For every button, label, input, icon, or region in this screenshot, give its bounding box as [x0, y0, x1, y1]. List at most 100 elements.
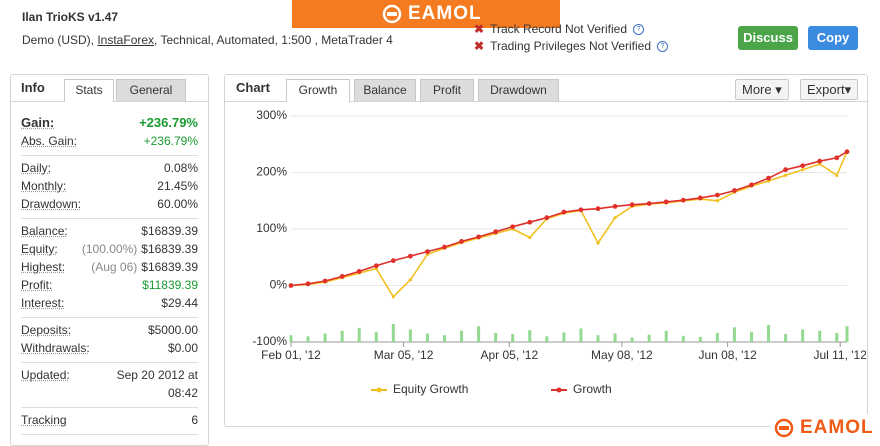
stats-row: Updated: Sep 20 2012 at 08:42	[21, 366, 198, 402]
menu-label: Export	[807, 82, 845, 97]
line-point	[680, 197, 686, 203]
panel-title: Info	[21, 80, 45, 95]
volume-bar	[562, 332, 566, 342]
line-point	[783, 167, 789, 173]
stats-label: Monthly:	[21, 179, 67, 193]
menu-label: More	[742, 82, 772, 97]
stats-group: Updated: Sep 20 2012 at 08:42	[21, 363, 198, 408]
line-point	[544, 215, 550, 221]
stats-row: Highest: (Aug 06) $16839.39	[21, 258, 198, 276]
legend-marker	[556, 387, 562, 393]
export-menu[interactable]: Export▾	[800, 79, 859, 100]
stats-value: $29.44	[161, 296, 198, 310]
stats-list: Gain: +236.79% Abs. Gain: +236.79% Daily: 0.0…	[21, 111, 198, 435]
stats-row: Tracking 6	[21, 411, 198, 429]
x-tick-label: May 08, '12	[591, 348, 653, 362]
line-point	[390, 258, 396, 264]
stats-label: Updated:	[21, 368, 70, 382]
stats-row: Abs. Gain: +236.79%	[21, 132, 198, 150]
stats-row: Deposits: $5000.00	[21, 321, 198, 339]
volume-bar	[460, 330, 464, 342]
volume-bar	[289, 335, 293, 342]
line-point	[305, 281, 311, 287]
tab[interactable]: Stats	[64, 79, 114, 102]
volume-bar	[835, 332, 839, 342]
y-tick-label: 100%	[256, 221, 287, 235]
line-point	[766, 175, 771, 181]
volume-bar	[374, 331, 378, 342]
line-point	[732, 188, 737, 193]
stats-value: 60.00%	[157, 197, 198, 211]
line-point	[476, 234, 482, 240]
volume-bar	[596, 335, 600, 342]
volume-bar	[408, 329, 412, 342]
watermark-corner: EAMOL	[770, 414, 880, 442]
volume-bar	[732, 327, 736, 342]
discuss-button[interactable]: Discuss	[738, 26, 798, 50]
verification-text: Track Record Not Verified	[490, 22, 628, 36]
stats-label: Abs. Gain:	[21, 134, 78, 148]
volume-bar	[579, 328, 583, 342]
stats-value: 6	[191, 413, 198, 427]
line-point	[595, 206, 601, 212]
watermark: EAMOL	[408, 3, 482, 24]
line-point	[596, 241, 600, 245]
stats-group: Tracking 6	[21, 408, 198, 435]
line-point	[322, 278, 328, 284]
volume-bar	[818, 330, 822, 342]
stats-row: Daily: 0.08%	[21, 159, 198, 177]
line-point	[493, 229, 499, 235]
line-point	[356, 268, 362, 274]
broker-link[interactable]: InstaForex	[97, 33, 155, 47]
legend-marker	[376, 387, 382, 393]
line-point	[391, 295, 395, 299]
volume-bar	[801, 329, 805, 342]
tab-bar: Chart Growth Balance Profit Drawdown Mor…	[225, 75, 867, 102]
stats-group: Gain: +236.79% Abs. Gain: +236.79%	[21, 111, 198, 156]
stats-group: Balance: $16839.39 Equity: (100.00%) $16839.…	[21, 219, 198, 318]
line-point	[442, 244, 447, 250]
volume-bar	[647, 334, 651, 342]
volume-bar	[698, 336, 702, 342]
volume-bar	[664, 330, 668, 342]
line-point	[612, 204, 618, 209]
line-point	[459, 239, 464, 244]
tab[interactable]: Growth	[286, 79, 350, 102]
stats-label: Balance:	[21, 224, 68, 238]
y-tick-label: -100%	[252, 334, 287, 348]
stats-label: Equity:	[21, 242, 58, 256]
stats-note: (Aug 06)	[91, 260, 138, 274]
line-point	[527, 219, 533, 225]
tab[interactable]: Balance	[354, 79, 416, 101]
line-point	[408, 278, 412, 282]
line-point	[288, 283, 294, 288]
x-tick-label: Feb 01, '12	[261, 348, 321, 362]
stats-value: 21.45%	[157, 179, 198, 193]
line-point	[784, 173, 788, 177]
stats-value: $5000.00	[147, 323, 198, 337]
copy-button[interactable]: Copy	[808, 26, 858, 50]
volume-bar	[494, 332, 498, 342]
tab[interactable]: Profit	[420, 79, 474, 101]
stats-value: $11839.39	[142, 278, 198, 292]
line-point	[834, 155, 840, 161]
tab[interactable]: General	[116, 79, 186, 101]
more-menu[interactable]: More ▾	[735, 79, 789, 100]
tab[interactable]: Drawdown	[478, 79, 559, 101]
stats-label: Profit:	[21, 278, 53, 292]
volume-bar	[545, 336, 549, 342]
line-point	[425, 249, 430, 255]
volume-bar	[511, 334, 515, 342]
line-point	[817, 158, 823, 164]
line-series	[290, 151, 848, 299]
line-point	[339, 274, 345, 279]
logo-icon	[774, 418, 794, 438]
stats-note: (100.00%)	[81, 242, 138, 256]
volume-bar	[340, 330, 344, 342]
stats-label: Daily:	[21, 161, 52, 175]
line-point	[407, 253, 413, 259]
watermark-banner: EAMOL	[292, 0, 560, 28]
stats-label: Gain:	[21, 115, 55, 130]
line-point	[528, 235, 532, 240]
volume-bar	[425, 333, 429, 342]
